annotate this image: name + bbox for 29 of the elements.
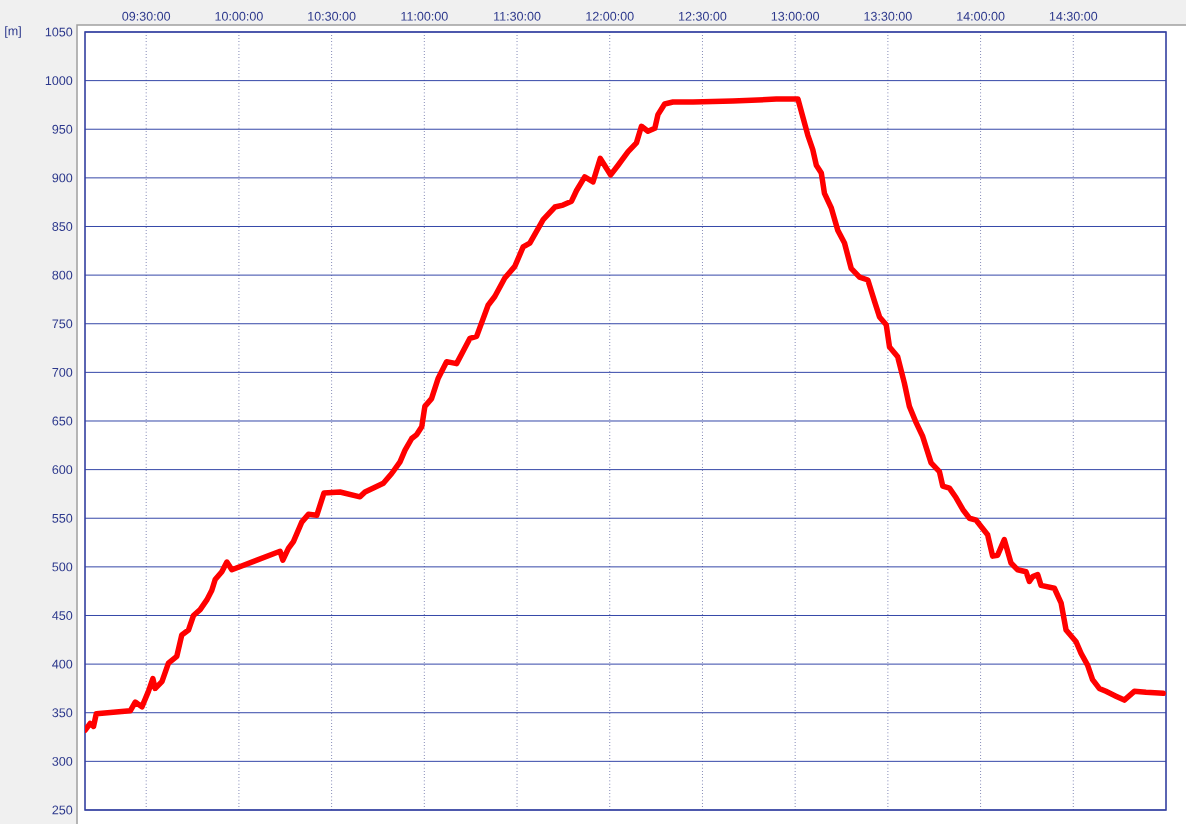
x-tick-label: 10:00:00 [215,11,263,21]
y-tick-label: 350 [52,708,73,718]
y-tick-label: 400 [52,659,73,669]
y-tick-label: 250 [52,805,73,815]
y-tick-label: 500 [52,562,73,572]
y-tick-label: 1050 [45,27,73,37]
x-tick-label: 14:30:00 [1049,11,1098,21]
y-tick-label: 950 [52,124,73,134]
x-tick-label: 10:30:00 [308,11,356,21]
y-tick-label: 700 [52,367,73,377]
x-tick-label: 13:00:00 [771,11,820,21]
y-tick-label: 900 [52,173,73,183]
x-tick-label: 12:00:00 [586,11,634,21]
y-tick-label: 300 [52,756,73,766]
y-tick-label: 750 [52,319,73,329]
x-tick-label: 12:30:00 [679,11,727,21]
y-tick-label: 600 [52,465,73,475]
x-tick-label: 14:00:00 [957,11,1005,21]
y-tick-label: 450 [52,611,73,620]
y-tick-label: 850 [52,222,73,231]
y-tick-label: 1000 [45,76,73,86]
y-tick-label: 800 [52,270,73,280]
x-tick-label: 13:30:00 [864,11,912,21]
y-axis-title: [m] [5,26,21,38]
y-tick-label: 650 [52,416,73,426]
x-tick-label: 11:30:00 [494,11,541,21]
x-tick-label: 09:30:00 [122,11,171,21]
x-tick-label: 11:00:00 [401,11,448,21]
y-tick-label: 550 [52,513,73,523]
